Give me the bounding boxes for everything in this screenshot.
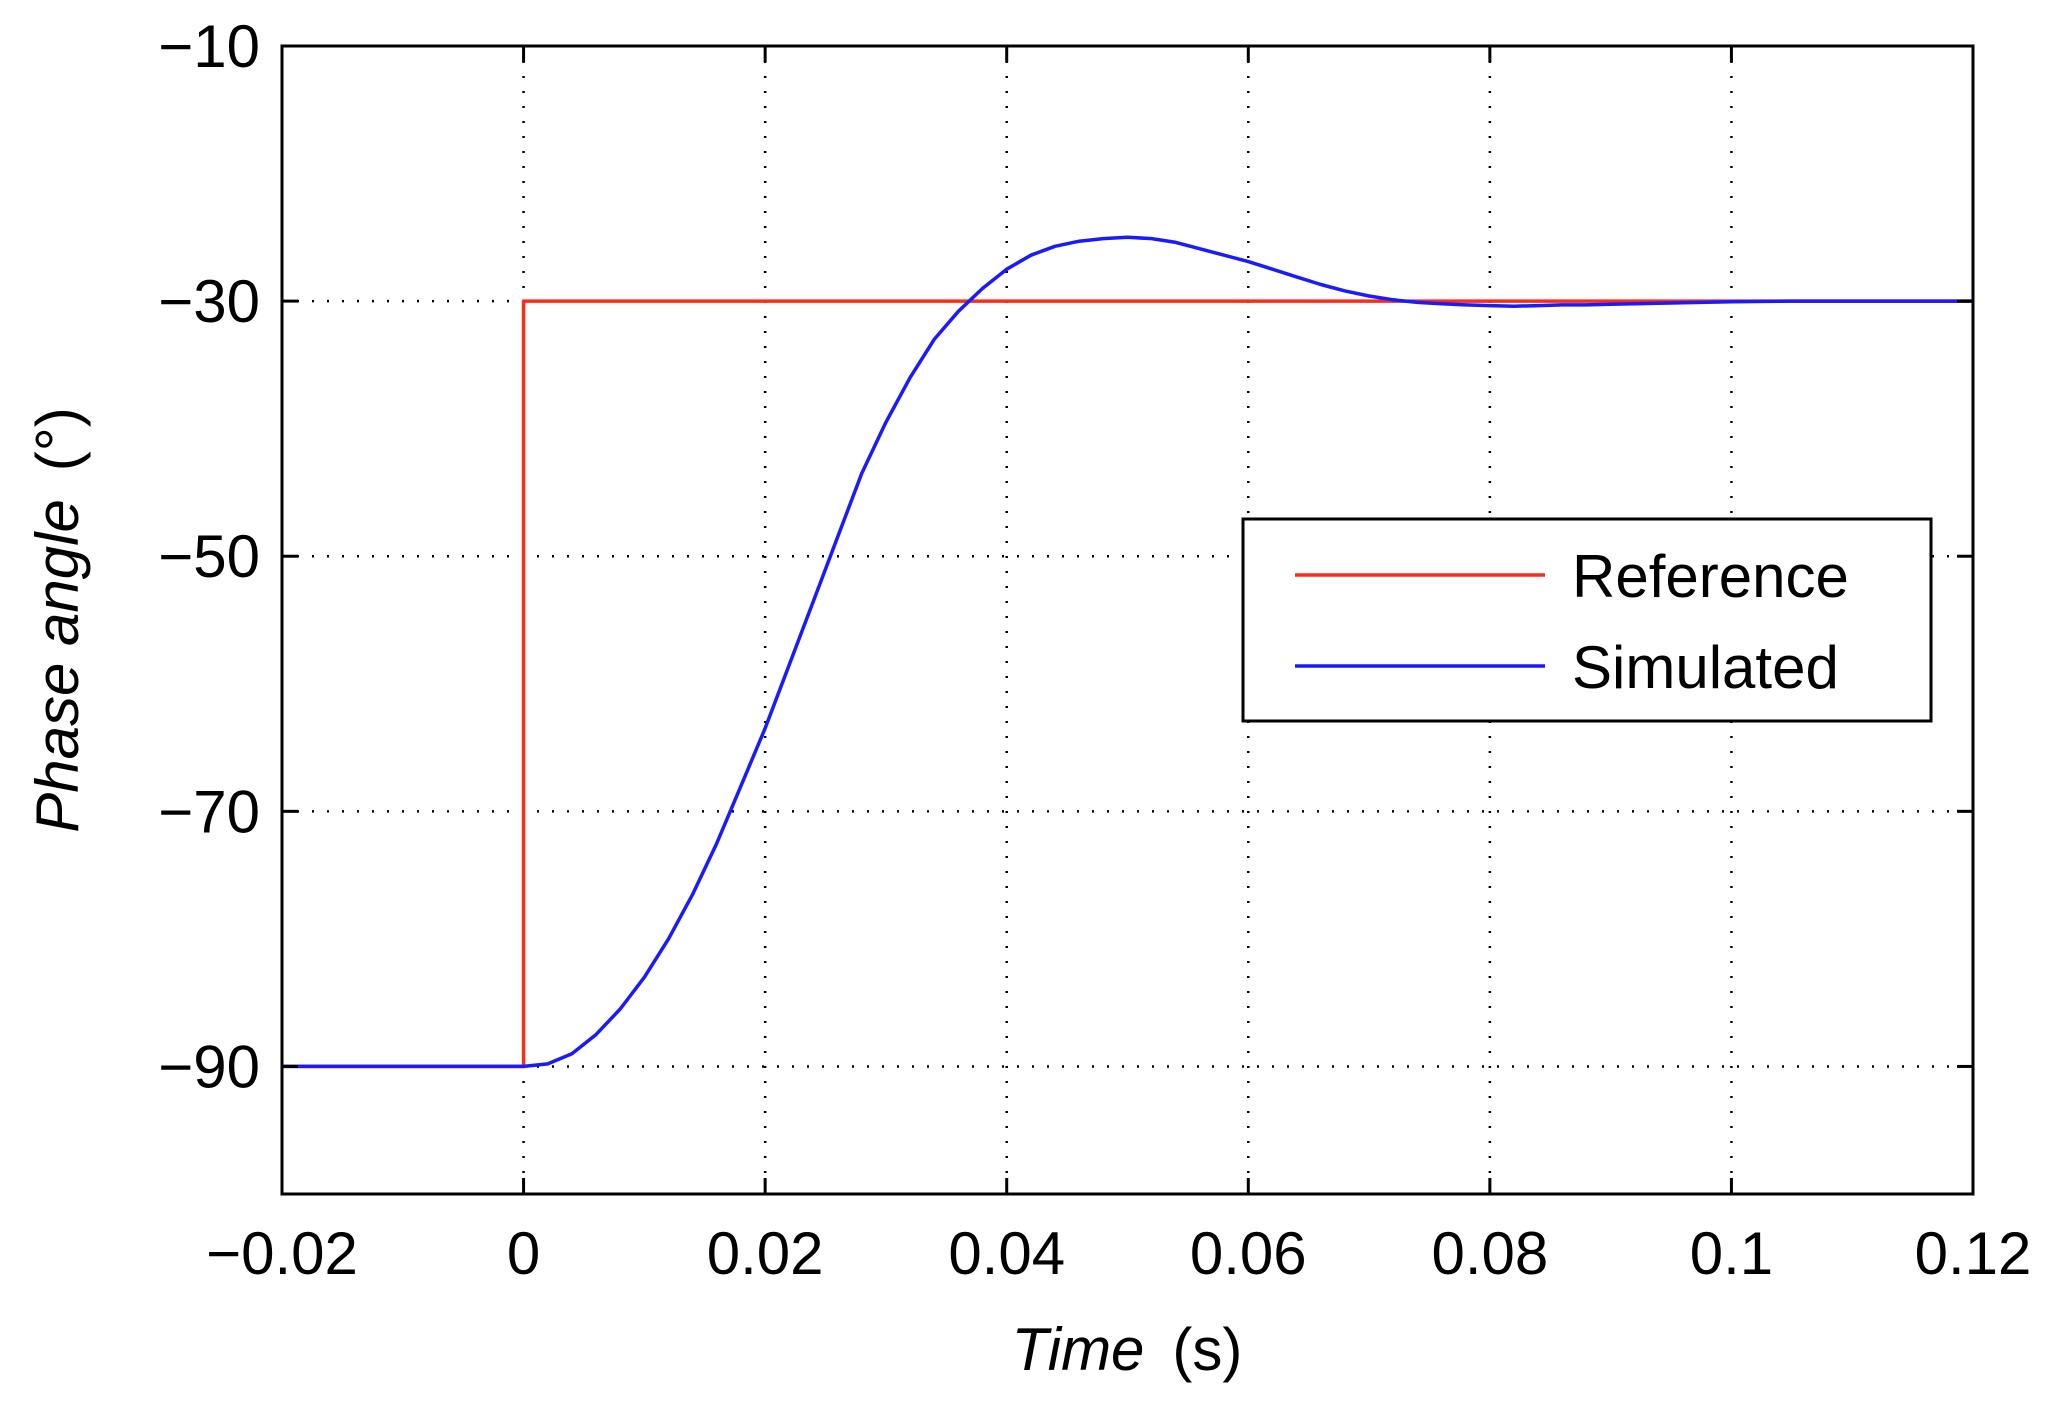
y-tick-label: −50	[158, 523, 260, 590]
y-tick-label: −70	[158, 778, 260, 845]
legend-label-reference: Reference	[1572, 543, 1849, 610]
x-tick-label: 0.02	[707, 1220, 824, 1287]
legend-box	[1241, 517, 1933, 723]
x-tick-label: 0.06	[1190, 1220, 1307, 1287]
x-tick-label: 0.08	[1431, 1220, 1548, 1287]
y-tick-labels: −90 −70 −50 −30 −10	[158, 13, 260, 1100]
y-tick-label: −90	[158, 1033, 260, 1100]
x-tick-label: 0	[507, 1220, 540, 1287]
x-tick-labels: −0.02 0 0.02 0.04 0.06 0.08 0.1 0.12	[206, 1220, 2031, 1287]
y-tick-label: −10	[158, 13, 260, 80]
x-axis-label-name: Time	[1012, 1316, 1145, 1383]
x-tick-label: 0.1	[1690, 1220, 1773, 1287]
legend: Reference Simulated	[1241, 517, 1933, 723]
series-lines	[282, 235, 1973, 1069]
y-axis-label-name: Phase angle	[24, 499, 91, 833]
axis-ticks	[280, 44, 1975, 1194]
x-axis-label-unit: (s)	[1172, 1316, 1242, 1383]
x-tick-label: −0.02	[206, 1220, 358, 1287]
y-axis-label: Phase angle (°)	[24, 407, 91, 833]
y-tick-label: −30	[158, 268, 260, 335]
series-line-simulated	[282, 235, 1973, 1069]
legend-label-simulated: Simulated	[1572, 634, 1839, 701]
x-axis-label: Time (s)	[1012, 1316, 1243, 1383]
plot-frame	[280, 44, 1975, 1196]
y-axis-label-unit: (°)	[24, 407, 91, 471]
x-tick-label: 0.12	[1915, 1220, 2032, 1287]
x-tick-label: 0.04	[948, 1220, 1065, 1287]
